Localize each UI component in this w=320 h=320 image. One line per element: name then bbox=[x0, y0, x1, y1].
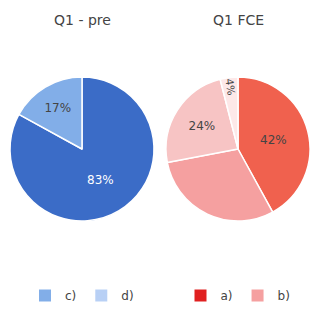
svg-text:d): d) bbox=[121, 289, 133, 303]
svg-text:Q1 - pre: Q1 - pre bbox=[54, 12, 111, 28]
svg-text:24%: 24% bbox=[189, 119, 216, 133]
svg-text:a): a) bbox=[221, 289, 233, 303]
svg-text:83%: 83% bbox=[87, 173, 114, 187]
svg-text:4%: 4% bbox=[224, 78, 238, 96]
svg-text:42%: 42% bbox=[260, 133, 287, 147]
svg-text:17%: 17% bbox=[44, 101, 71, 115]
svg-text:b): b) bbox=[278, 289, 290, 303]
svg-text:c): c) bbox=[65, 289, 76, 303]
svg-text:Q1 FCE: Q1 FCE bbox=[213, 12, 264, 28]
